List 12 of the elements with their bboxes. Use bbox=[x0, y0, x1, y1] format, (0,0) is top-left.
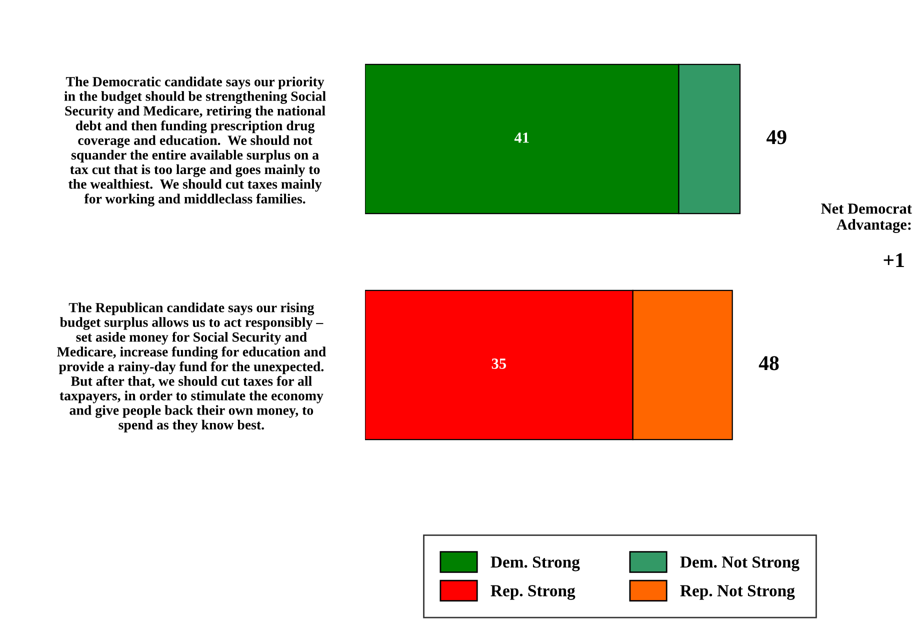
category-label: The Republican candidate says our rising budget surplus allows us to act responsibly – set aside money for Social Security and Medicare, increase funding for education and provide a rainy-day fund for the unexpected. But after that, we should cut taxes for all taxpayers, in order to stimulate the economy and give people back their own money, to spend as they know best. bbox=[57, 302, 326, 432]
data-label: 41 bbox=[514, 132, 529, 143]
legend-label: Dem. Not Strong bbox=[680, 556, 800, 572]
data-label: 35 bbox=[492, 358, 506, 369]
legend-label: Dem. Strong bbox=[490, 556, 580, 572]
total-label: 49 bbox=[766, 130, 786, 144]
category-label: The Democratic candidate says our priority in the budget should be strengthening Social Security and Medicare, retiring the national debt and then funding prescription drug coverage and education. We should not squander the entire available surplus on a tax cut that is too large and goes mainly to the wealthiest. We should cut taxes mainly for working and middleclass families. bbox=[64, 76, 326, 206]
legend-label: Rep. Strong bbox=[490, 585, 576, 600]
text: +1 bbox=[884, 253, 904, 268]
total-label: 48 bbox=[758, 356, 779, 370]
legend-label: Rep. Not Strong bbox=[680, 585, 795, 600]
text: Net Democrat Advantage: bbox=[821, 204, 912, 233]
